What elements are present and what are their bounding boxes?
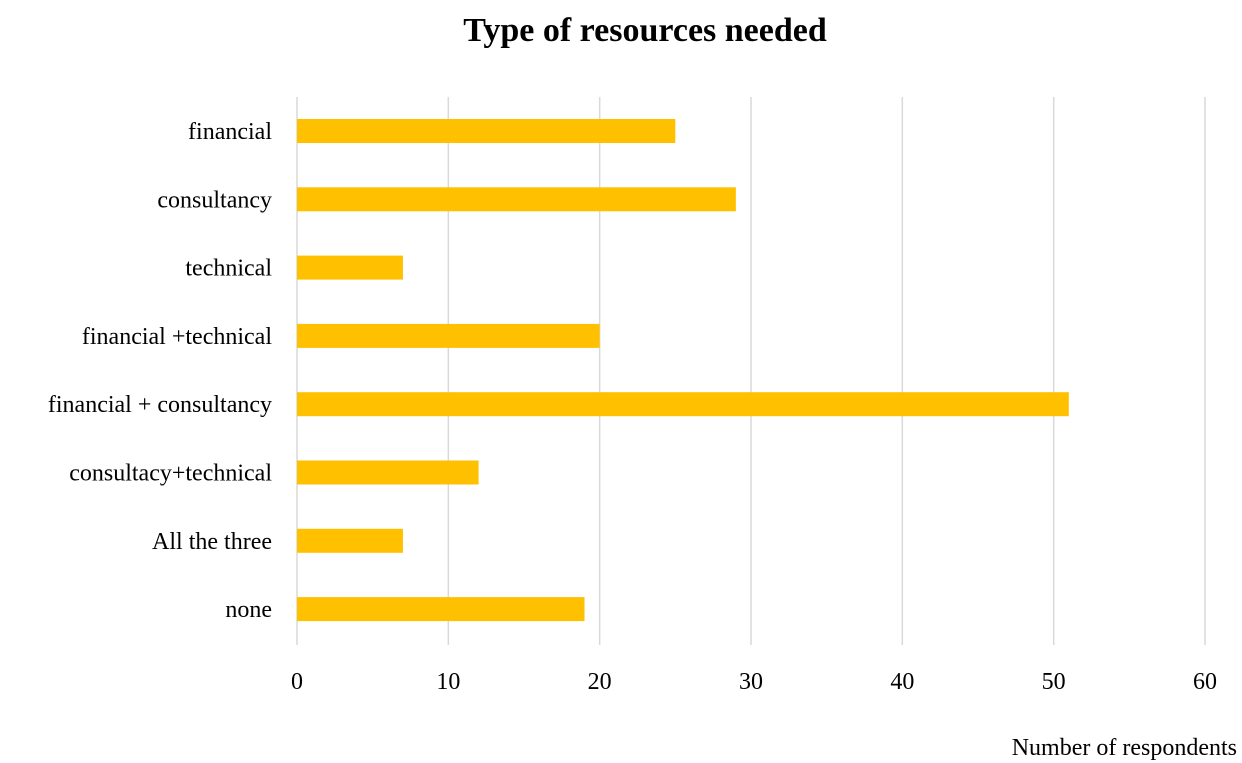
category-label: consultacy+technical [69, 461, 272, 487]
gridlines [296, 97, 1206, 645]
category-label: financial [188, 119, 272, 145]
x-tick-label: 60 [1193, 669, 1217, 695]
x-tick-label: 20 [588, 669, 612, 695]
category-labels: financial consultancy technical financial +… [48, 119, 272, 623]
bar-financial-technical [297, 323, 600, 348]
bars [297, 119, 1069, 622]
bar-none [297, 597, 585, 622]
bar-financial-consultancy [297, 392, 1069, 417]
bar-financial [297, 119, 676, 143]
category-label: financial + consultancy [48, 392, 272, 418]
category-label: technical [185, 256, 272, 282]
bar-consultancy [297, 187, 736, 212]
x-axis-label: Number of respondents [1012, 735, 1237, 761]
x-tick-label: 40 [890, 669, 914, 695]
x-tick-label: 30 [739, 669, 763, 695]
x-tick-label: 0 [291, 669, 303, 695]
x-tick-label: 10 [436, 669, 460, 695]
category-label: none [225, 597, 272, 623]
category-label: All the three [152, 529, 272, 555]
category-label: consultancy [157, 187, 272, 213]
category-label: financial +technical [82, 324, 272, 350]
bar-technical [297, 255, 403, 280]
bar-consultacy-technical [297, 460, 479, 485]
x-tick-labels: 0 10 20 30 40 50 60 [291, 669, 1217, 695]
x-tick-label: 50 [1042, 669, 1066, 695]
chart-title: Type of resources needed [463, 12, 827, 49]
bar-all-the-three [297, 528, 403, 553]
